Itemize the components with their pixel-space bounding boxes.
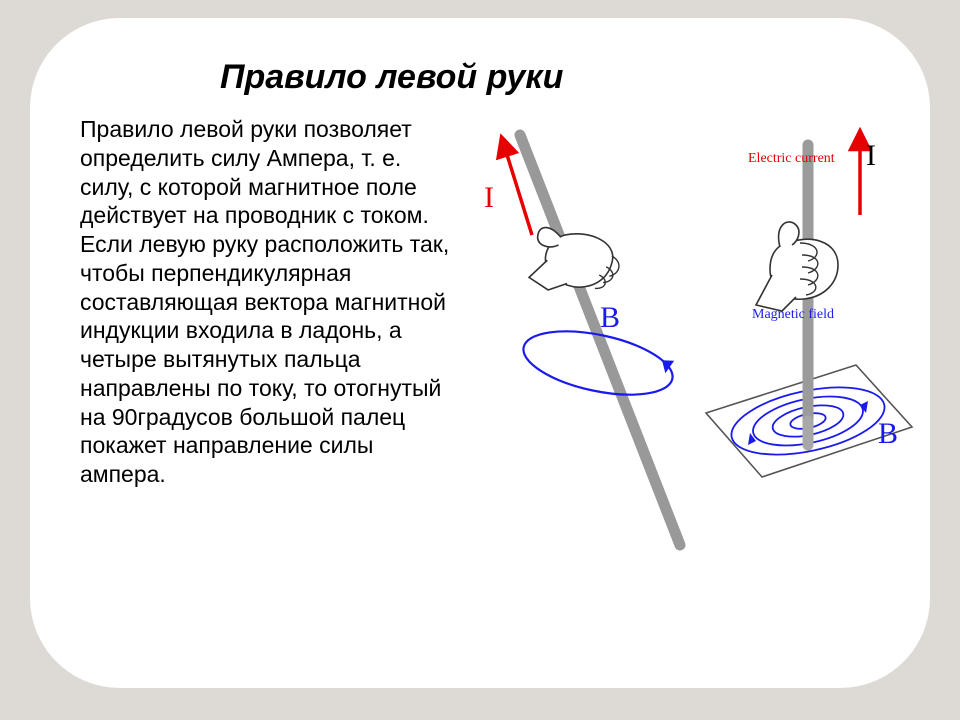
right-hand-icon bbox=[756, 222, 838, 311]
content-row: Правило левой руки позволяет определить … bbox=[80, 115, 880, 575]
magnetic-field-label: Magnetic field bbox=[752, 307, 834, 323]
slide-title: Правило левой руки bbox=[220, 58, 880, 97]
left-b-label: B bbox=[600, 301, 620, 335]
left-rod-shade bbox=[520, 135, 680, 545]
electric-current-label: Electric current bbox=[748, 151, 835, 167]
body-paragraph: Правило левой руки позволяет определить … bbox=[80, 115, 460, 575]
right-i-label: I bbox=[866, 139, 876, 173]
left-hand-icon bbox=[523, 220, 626, 309]
physics-diagram bbox=[460, 115, 920, 575]
content-card: Правило левой руки Правило левой руки по… bbox=[30, 18, 930, 688]
diagram-area: I B Electric current I Magnetic field B bbox=[460, 115, 880, 575]
right-b-label: B bbox=[878, 417, 898, 451]
left-i-label: I bbox=[484, 181, 494, 215]
